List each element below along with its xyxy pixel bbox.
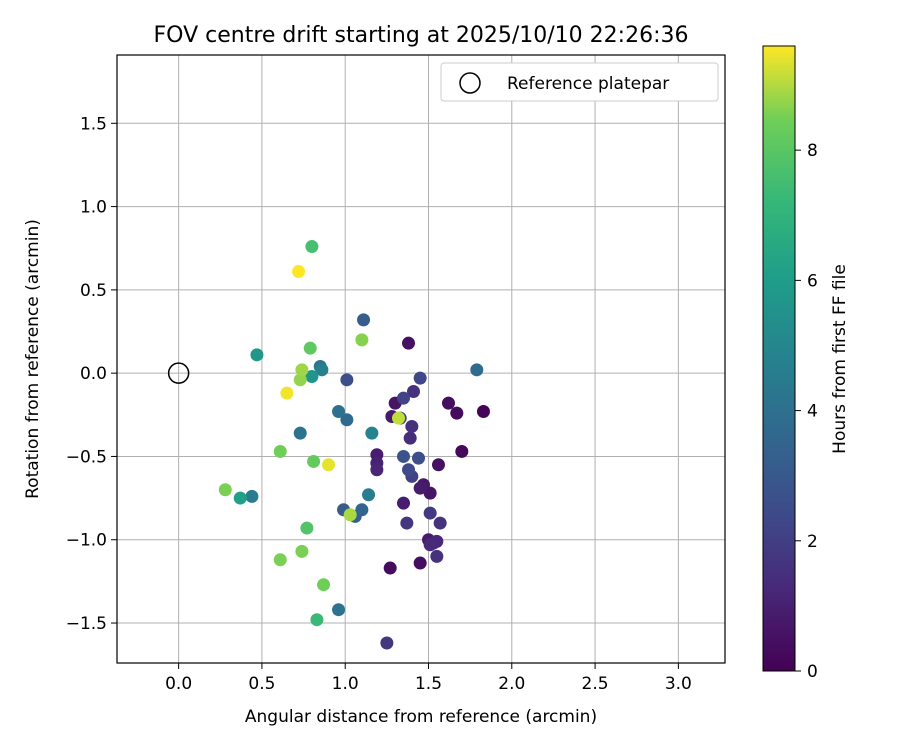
data-point	[433, 516, 447, 530]
data-point	[413, 481, 427, 495]
data-point	[403, 431, 417, 445]
data-point	[300, 521, 314, 535]
colorbar-tick-label: 4	[807, 402, 818, 422]
data-point	[340, 413, 354, 427]
colorbar-tick-label: 8	[807, 141, 818, 161]
data-point	[470, 363, 484, 377]
x-axis-ticks: 0.0 0.5 1.0 1.5 2.0 2.5 3.0	[165, 663, 692, 694]
colorbar-tick-label: 0	[807, 662, 818, 682]
data-point	[310, 613, 324, 627]
data-point	[250, 348, 264, 362]
data-point	[295, 363, 309, 377]
grid-lines	[117, 55, 725, 663]
colorbar-tick-label: 2	[807, 532, 818, 552]
x-tick-label: 1.5	[415, 674, 442, 694]
data-point	[245, 489, 259, 503]
data-point	[430, 549, 444, 563]
data-point	[450, 406, 464, 420]
y-tick-label: 1.0	[80, 198, 107, 218]
colorbar: 0 2 4 6 8 Hours from first FF file	[762, 45, 850, 682]
data-point	[273, 444, 287, 458]
data-point	[441, 396, 455, 410]
data-point	[218, 483, 232, 497]
data-point	[343, 508, 357, 522]
reference-marker	[167, 362, 190, 384]
data-point	[292, 265, 306, 279]
data-point	[303, 341, 317, 355]
x-tick-label: 0.0	[165, 674, 192, 694]
data-point	[431, 458, 445, 472]
data-point	[397, 496, 411, 510]
data-point	[233, 491, 247, 505]
data-point	[280, 386, 294, 400]
data-point	[402, 463, 416, 477]
data-point	[357, 313, 371, 327]
data-point	[413, 556, 427, 570]
data-point	[332, 603, 346, 617]
y-axis-label: Rotation from reference (arcmin)	[23, 219, 43, 499]
data-point	[370, 463, 384, 477]
x-axis-label: Angular distance from reference (arcmin)	[245, 707, 597, 727]
data-point	[293, 373, 307, 387]
x-tick-label: 2.0	[498, 674, 525, 694]
data-point	[397, 449, 411, 463]
legend-box	[440, 62, 719, 102]
data-point	[392, 411, 406, 425]
data-point	[362, 488, 376, 502]
data-point	[322, 458, 336, 472]
y-tick-label: 0.0	[80, 364, 107, 384]
legend-label: Reference platepar	[507, 74, 669, 94]
data-point	[397, 391, 411, 405]
y-tick-label: 1.5	[80, 114, 107, 134]
data-point	[315, 363, 329, 377]
chart-title: FOV centre drift starting at 2025/10/10 …	[154, 23, 689, 48]
y-axis-ticks: 1.5 1.0 0.5 0.0 −0.5 −1.0 −1.5	[66, 114, 117, 634]
x-tick-label: 1.0	[332, 674, 359, 694]
legend: Reference platepar	[440, 62, 719, 102]
y-tick-label: −1.5	[66, 614, 107, 634]
data-point	[412, 451, 426, 465]
data-point	[305, 369, 319, 383]
data-point	[332, 404, 346, 418]
data-point	[273, 553, 287, 567]
data-point	[405, 419, 419, 433]
data-point	[355, 503, 369, 517]
plot-frame	[116, 54, 726, 664]
x-tick-label: 0.5	[248, 674, 275, 694]
colorbar-gradient	[762, 45, 796, 672]
data-point	[423, 538, 437, 552]
data-point	[380, 636, 394, 650]
colorbar-label: Hours from first FF file	[830, 264, 850, 454]
data-point	[402, 336, 416, 350]
colorbar-tick-label: 6	[807, 271, 818, 291]
x-tick-label: 2.5	[582, 674, 609, 694]
data-point	[293, 426, 307, 440]
data-point	[407, 384, 421, 398]
data-points	[218, 240, 490, 650]
colorbar-ticks: 0 2 4 6 8	[795, 141, 818, 682]
y-tick-label: 0.5	[80, 281, 107, 301]
data-point	[413, 371, 427, 385]
legend-marker	[459, 72, 481, 94]
data-point	[305, 240, 319, 254]
data-point	[355, 333, 369, 347]
data-point	[476, 404, 490, 418]
data-point	[340, 373, 354, 387]
y-tick-label: −0.5	[66, 447, 107, 467]
data-point	[400, 516, 414, 530]
data-point	[317, 578, 331, 592]
data-point	[383, 561, 397, 575]
data-point	[307, 454, 321, 468]
y-tick-label: −1.0	[66, 531, 107, 551]
data-point	[455, 444, 469, 458]
x-tick-label: 3.0	[665, 674, 692, 694]
data-point	[423, 506, 437, 520]
data-point	[365, 426, 379, 440]
data-point	[295, 544, 309, 558]
